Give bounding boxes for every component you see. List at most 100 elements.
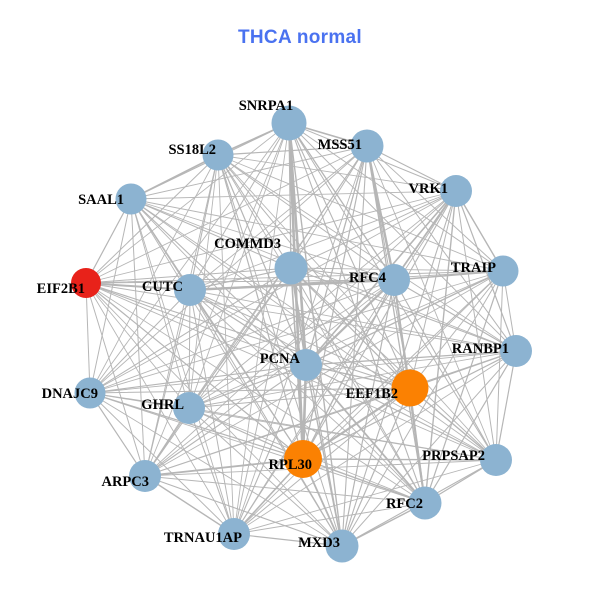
node-label-cutc: CUTC <box>142 279 183 295</box>
edge <box>85 279 395 284</box>
edge <box>144 475 235 535</box>
node-prpsap2[interactable] <box>480 444 512 476</box>
edge <box>89 364 307 394</box>
node-label-eef1b2: EEF1B2 <box>346 386 398 402</box>
edge <box>89 145 368 394</box>
edge <box>89 392 426 504</box>
node-label-rfc2: RFC2 <box>386 496 423 512</box>
edge <box>89 392 146 477</box>
edge <box>89 392 304 460</box>
edge <box>189 289 411 389</box>
edge <box>366 145 457 192</box>
edge <box>233 387 411 535</box>
node-label-mxd3: MXD3 <box>298 535 340 551</box>
edge <box>188 407 235 535</box>
node-saal1[interactable] <box>115 183 147 215</box>
node-ss18l2[interactable] <box>202 139 234 171</box>
edge <box>85 282 146 477</box>
node-eef1b2[interactable] <box>391 369 429 407</box>
node-commd3[interactable] <box>274 251 308 285</box>
edge <box>130 198 504 272</box>
edge <box>89 267 292 394</box>
edge <box>341 279 395 547</box>
node-label-mss51: MSS51 <box>318 137 362 153</box>
edge <box>189 289 343 547</box>
edge <box>302 270 504 460</box>
edge <box>89 198 132 394</box>
edge <box>409 270 504 389</box>
edge <box>85 282 191 291</box>
node-rfc2[interactable] <box>408 486 442 520</box>
edge <box>130 198 190 409</box>
edge <box>144 154 219 477</box>
edge <box>409 387 426 504</box>
edge <box>188 278 396 292</box>
edge <box>409 387 497 461</box>
node-trnau1ap[interactable] <box>218 518 250 550</box>
edge <box>290 267 497 461</box>
edge <box>233 145 368 535</box>
edge <box>288 122 343 547</box>
edge <box>188 407 343 547</box>
node-traip[interactable] <box>487 255 519 287</box>
edge <box>130 190 457 200</box>
edge <box>85 190 457 284</box>
edge <box>495 350 517 461</box>
node-label-commd3: COMMD3 <box>214 236 281 252</box>
node-eif2b1[interactable] <box>71 268 101 298</box>
edge <box>130 198 343 547</box>
edge <box>130 198 426 504</box>
edge <box>424 350 517 504</box>
edge <box>424 270 504 504</box>
edge <box>144 387 411 477</box>
edge <box>290 267 343 547</box>
node-snrpa1[interactable] <box>271 105 307 141</box>
edge <box>89 279 395 394</box>
node-label-ranbp1: RANBP1 <box>452 341 509 357</box>
node-ghrl[interactable] <box>173 392 205 424</box>
node-dnajc9[interactable] <box>74 377 106 409</box>
node-mss51[interactable] <box>350 129 384 163</box>
node-label-trnau1ap: TRNAU1AP <box>164 530 242 546</box>
edge <box>288 122 504 272</box>
edge <box>233 533 343 547</box>
node-ranbp1[interactable] <box>500 335 532 367</box>
node-vrk1[interactable] <box>440 175 472 207</box>
edge <box>217 154 304 460</box>
edge <box>130 198 517 352</box>
edge <box>188 289 191 409</box>
edge <box>495 270 504 461</box>
node-rpl30[interactable] <box>284 440 322 478</box>
edge <box>130 198 292 269</box>
edge <box>217 154 426 504</box>
node-cutc[interactable] <box>174 274 206 306</box>
node-rfc4[interactable] <box>378 264 410 296</box>
edge <box>144 458 304 477</box>
edge <box>85 198 132 284</box>
node-label-vrk1: VRK1 <box>409 181 448 197</box>
edge <box>217 154 292 269</box>
node-label-rpl30: RPL30 <box>269 457 313 473</box>
edge <box>290 267 395 281</box>
edge <box>217 145 368 156</box>
node-pcna[interactable] <box>290 349 322 381</box>
edge <box>144 475 343 547</box>
edge <box>393 279 497 461</box>
node-arpc3[interactable] <box>129 460 161 492</box>
edge <box>89 392 343 547</box>
nodes-layer <box>71 105 532 563</box>
edge <box>233 270 504 535</box>
edge <box>304 278 396 367</box>
edge <box>188 364 307 409</box>
edge <box>305 270 504 366</box>
edge <box>85 282 190 409</box>
labels-layer: SNRPA1 MSS51 SS18L2 VRK1 SAAL1 COMMD3 TRAIP RFC… <box>37 98 509 551</box>
edge <box>217 154 457 192</box>
node-mxd3[interactable] <box>325 529 359 563</box>
edge <box>424 190 457 504</box>
edge <box>85 282 497 461</box>
edge <box>189 289 304 460</box>
edge <box>189 289 497 461</box>
